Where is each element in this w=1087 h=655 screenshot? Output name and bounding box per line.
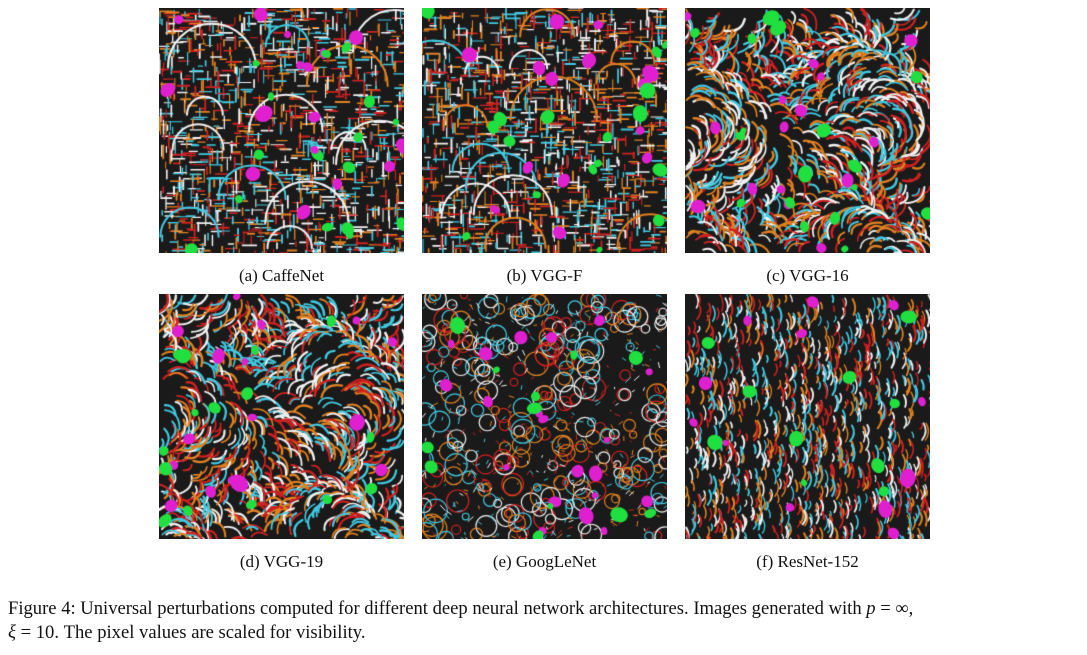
perturbation-image: [159, 294, 404, 539]
perturbation-image: [422, 294, 667, 539]
subfigure-caption: (f) ResNet-152: [756, 552, 859, 571]
subfigure-caption: (a) CaffeNet: [238, 266, 325, 285]
perturbation-image: [685, 8, 930, 253]
perturbation-image: [422, 8, 667, 253]
figure-caption: Figure 4: Universal perturbations comput…: [8, 597, 1083, 645]
panel-a: (a) CaffeNet: [159, 8, 404, 285]
panel-d: (d) VGG-19: [159, 294, 404, 571]
panel-b: (b) VGG-F: [422, 8, 667, 285]
panel-f: (f) ResNet-152: [685, 294, 930, 571]
figure-caption-line-2: ξ = 10. The pixel values are scaled for …: [8, 622, 366, 643]
figure-caption-line-1: Figure 4: Universal perturbations comput…: [8, 598, 914, 619]
panel-e: (e) GoogLeNet: [422, 294, 667, 571]
perturbation-image: [685, 294, 930, 539]
subfigure-caption: (b) VGG-F: [506, 266, 583, 285]
subfigure-caption: (c) VGG-16: [766, 266, 849, 285]
panel-c: (c) VGG-16: [685, 8, 930, 285]
perturbation-image: [159, 8, 404, 253]
subfigure-caption: (e) GoogLeNet: [492, 552, 597, 571]
subfigure-caption: (d) VGG-19: [239, 552, 324, 571]
